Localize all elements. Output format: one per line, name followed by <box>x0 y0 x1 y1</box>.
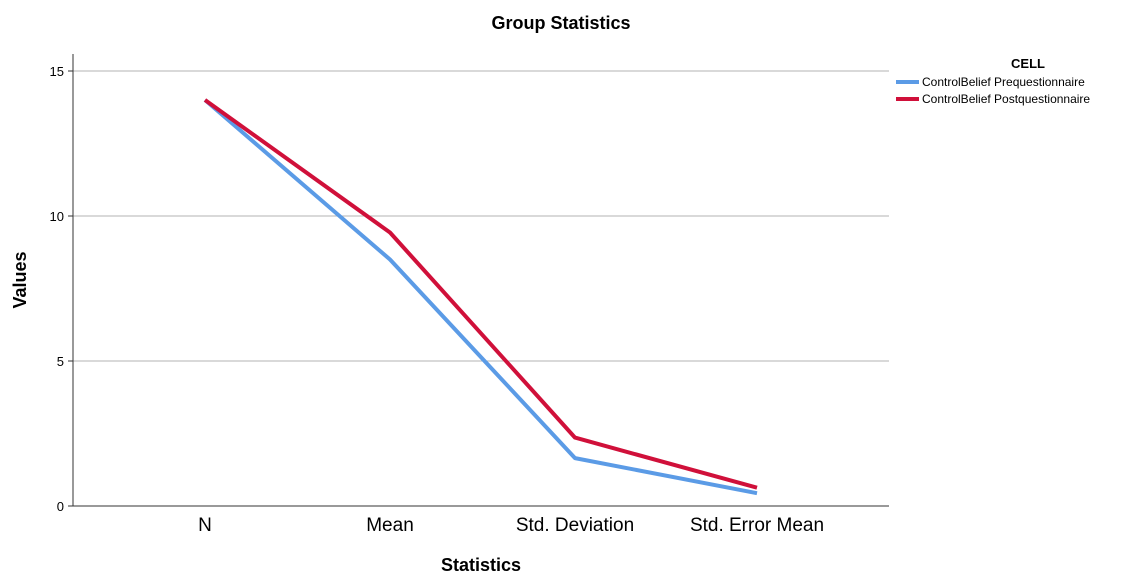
x-tick-label: Mean <box>366 515 414 536</box>
series-lines <box>203 98 758 496</box>
chart-title: Group Statistics <box>491 13 630 33</box>
x-tick-label: Std. Deviation <box>516 515 634 536</box>
gridlines <box>73 70 889 362</box>
series-line-0 <box>203 98 758 496</box>
legend-title: CELL <box>1011 56 1045 71</box>
y-ticks: 0 5 10 15 <box>50 64 73 514</box>
y-tick-label: 15 <box>50 64 64 79</box>
x-axis-title: Statistics <box>441 555 521 573</box>
legend-label-1: ControlBelief Postquestionnaire <box>922 92 1090 106</box>
y-tick-label: 10 <box>50 209 64 224</box>
series-line-1 <box>203 98 758 490</box>
y-tick-label: 0 <box>57 499 64 514</box>
legend-label-0: ControlBelief Prequestionnaire <box>922 75 1085 89</box>
x-tick-label: N <box>198 515 212 536</box>
legend: CELL ControlBelief Prequestionnaire Cont… <box>896 56 1090 106</box>
x-tick-label: Std. Error Mean <box>690 515 824 536</box>
y-tick-label: 5 <box>57 354 64 369</box>
y-axis-title: Values <box>10 251 30 308</box>
x-ticks: N Mean Std. Deviation Std. Error Mean <box>198 515 824 536</box>
